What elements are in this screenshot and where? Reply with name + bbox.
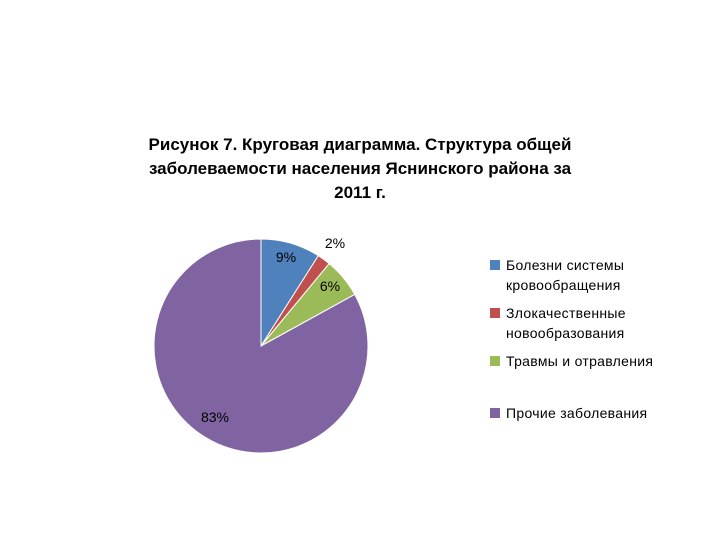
data-label: 83% (201, 409, 229, 425)
data-label: 9% (276, 249, 296, 265)
legend-label-line: Злокачественные (506, 305, 626, 321)
legend-label-line: новообразования (506, 325, 625, 341)
legend-item-circulatory: Болезни системы кровообращения (490, 255, 690, 295)
legend-item-neoplasms: Злокачественные новообразования (490, 303, 690, 343)
legend-swatch (490, 260, 500, 270)
legend-label-line: кровообращения (506, 277, 621, 293)
legend-item-other: Прочие заболевания (490, 403, 690, 423)
pie-slice-other (153, 238, 369, 454)
data-label: 2% (325, 235, 345, 251)
chart-title-line-2: заболеваемости населения Яснинского райо… (148, 159, 572, 178)
legend-label-line: Болезни системы (506, 257, 625, 273)
legend-swatch (490, 408, 500, 418)
legend-label-line: Травмы и отравления (506, 353, 654, 369)
legend-item-injuries: Травмы и отравления (490, 351, 690, 371)
legend-swatch (490, 356, 500, 366)
legend-swatch (490, 308, 500, 318)
chart-title: Рисунок 7. Круговая диаграмма. Структура… (100, 133, 620, 205)
legend: Болезни системы кровообращения Злокачест… (490, 255, 690, 423)
chart-title-line-3: 2011 г. (334, 183, 386, 202)
data-label: 6% (320, 278, 340, 294)
chart-title-line-1: Рисунок 7. Круговая диаграмма. Структура… (148, 135, 572, 154)
legend-label-line: Прочие заболевания (506, 405, 648, 421)
